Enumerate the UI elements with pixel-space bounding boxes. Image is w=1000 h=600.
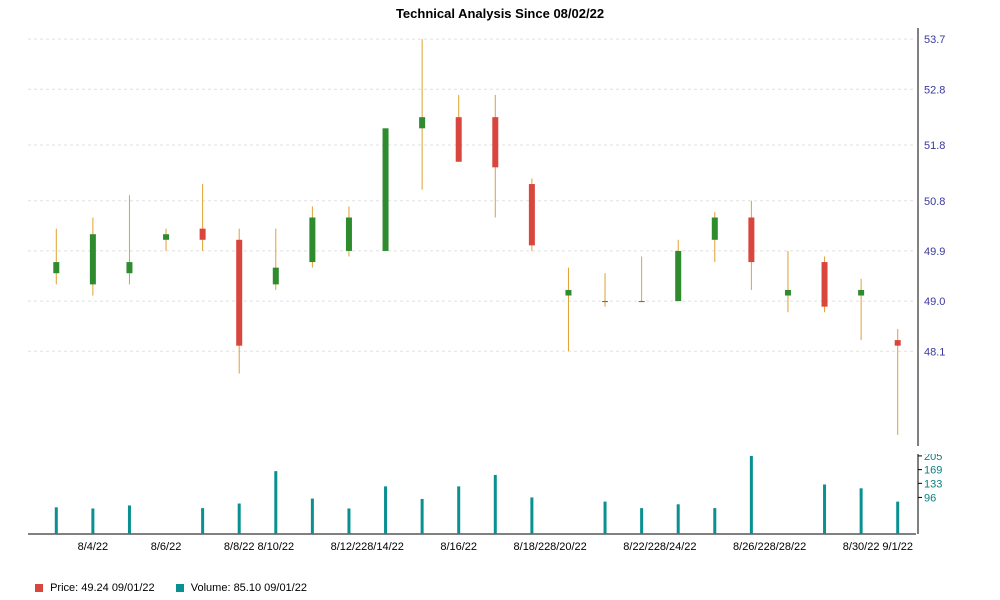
legend-price: Price: 49.24 09/01/22 (35, 582, 155, 594)
legend-volume-label: Volume: 85.10 09/01/22 (191, 582, 307, 594)
svg-text:8/16/22: 8/16/22 (440, 541, 477, 553)
legend: Price: 49.24 09/01/22 Volume: 85.10 09/0… (35, 582, 325, 594)
svg-text:8/4/22: 8/4/22 (78, 541, 109, 553)
svg-text:51.8: 51.8 (924, 140, 945, 152)
svg-text:8/12/22: 8/12/22 (331, 541, 368, 553)
volume-swatch (176, 584, 184, 592)
svg-text:50.8: 50.8 (924, 196, 945, 208)
svg-text:52.8: 52.8 (924, 84, 945, 96)
svg-text:169: 169 (924, 465, 942, 477)
svg-text:8/28/22: 8/28/22 (770, 541, 807, 553)
svg-text:9/1/22: 9/1/22 (882, 541, 913, 553)
volume-panel: 96 133169 205 8/4/22 8/6/22 8/8/228/10/22 8/12… (28, 454, 960, 558)
svg-text:49.9: 49.9 (924, 246, 945, 258)
svg-text:8/14/22: 8/14/22 (367, 541, 404, 553)
svg-text:8/6/22: 8/6/22 (151, 541, 182, 553)
svg-text:8/22/22: 8/22/22 (623, 541, 660, 553)
chart-title: Technical Analysis Since 08/02/22 (0, 6, 1000, 21)
svg-text:8/8/22: 8/8/22 (224, 541, 255, 553)
svg-text:8/30/22: 8/30/22 (843, 541, 880, 553)
price-panel: 48.1 49.0 49.9 50.8 51.8 52.8 53.7 (28, 28, 960, 446)
legend-price-label: Price: 49.24 09/01/22 (50, 582, 155, 594)
svg-text:133: 133 (924, 478, 942, 490)
svg-text:53.7: 53.7 (924, 34, 945, 46)
legend-volume: Volume: 85.10 09/01/22 (176, 582, 307, 594)
svg-text:8/26/22: 8/26/22 (733, 541, 770, 553)
svg-text:8/18/22: 8/18/22 (514, 541, 551, 553)
svg-text:49.0: 49.0 (924, 296, 945, 308)
svg-text:8/24/22: 8/24/22 (660, 541, 697, 553)
svg-text:8/10/22: 8/10/22 (257, 541, 294, 553)
svg-text:96: 96 (924, 492, 936, 504)
svg-text:48.1: 48.1 (924, 346, 945, 358)
svg-text:8/20/22: 8/20/22 (550, 541, 587, 553)
chart-container: Technical Analysis Since 08/02/22 48.1 49… (0, 0, 1000, 600)
svg-text:205: 205 (924, 454, 942, 463)
price-swatch (35, 584, 43, 592)
